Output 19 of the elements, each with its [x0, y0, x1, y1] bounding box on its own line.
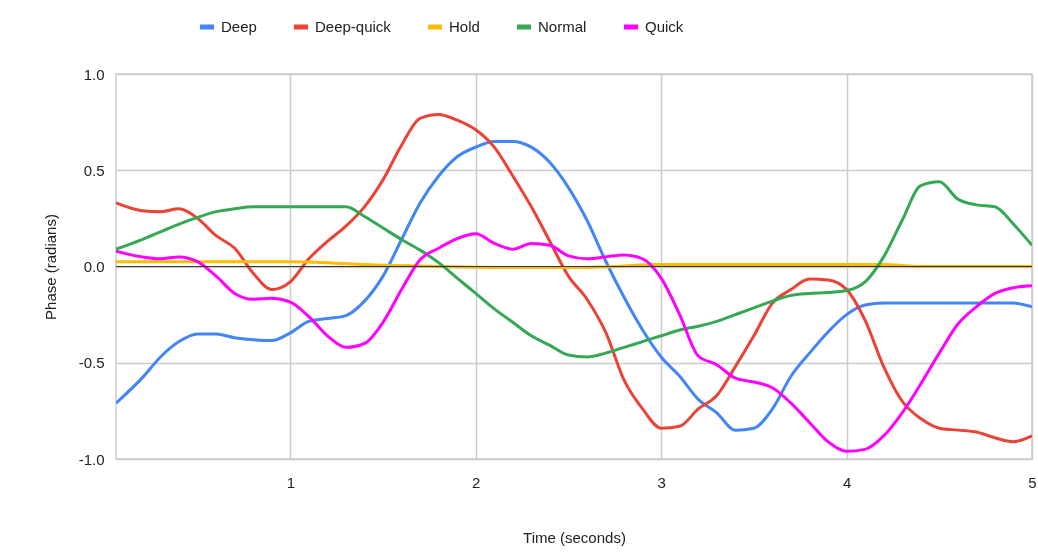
y-tick-label: -0.5 — [78, 354, 105, 372]
x-tick-label: 2 — [472, 473, 481, 491]
y-tick-label: 0.0 — [83, 258, 105, 275]
y-tick-label: 0.5 — [83, 161, 105, 179]
x-tick-label: 4 — [842, 473, 852, 491]
legend-label: Hold — [449, 18, 480, 35]
x-tick-label: 5 — [1028, 473, 1037, 491]
legend-label: Normal — [538, 18, 587, 35]
y-tick-label: -1.0 — [78, 450, 105, 468]
x-tick-label: 3 — [657, 473, 666, 491]
legend-label: Quick — [645, 18, 684, 35]
line-series — [116, 232, 1032, 453]
y-tick-label: 1.0 — [83, 65, 105, 83]
x-tick-label: 1 — [286, 473, 295, 491]
x-axis-title: Time (seconds) — [523, 528, 626, 546]
legend-label: Deep — [221, 18, 257, 35]
y-axis-title: Phase (radians) — [41, 214, 59, 320]
line-series — [116, 180, 1032, 359]
legend-label: Deep-quick — [315, 18, 392, 35]
